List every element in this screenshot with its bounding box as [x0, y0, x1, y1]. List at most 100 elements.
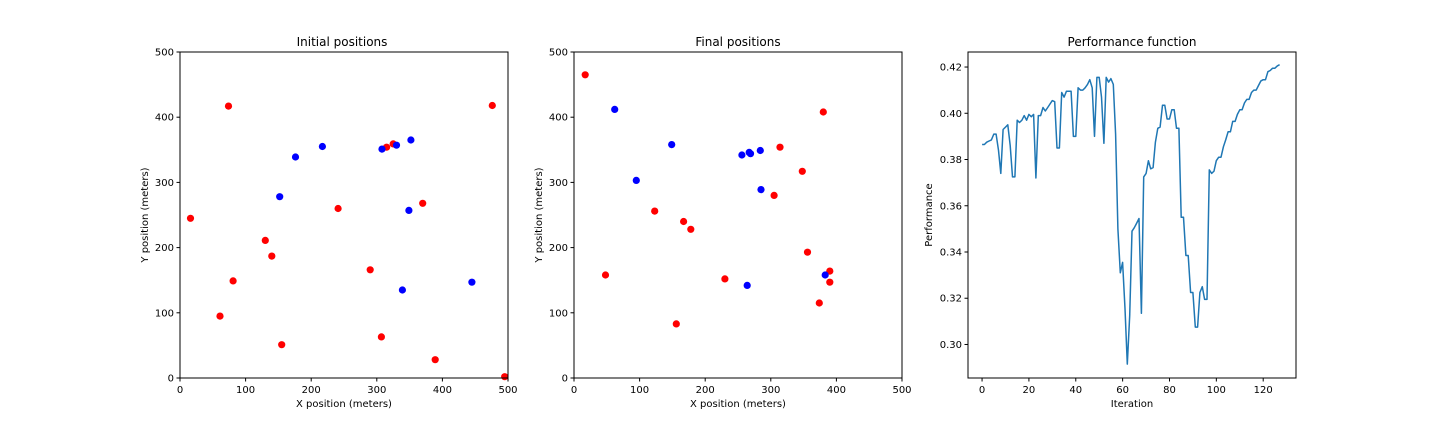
x-axis-label: Iteration: [1111, 399, 1153, 410]
y-axis-label: Performance: [924, 183, 935, 246]
y-tick-label: 0.42: [940, 63, 962, 74]
y-tick-label: 0.40: [940, 109, 962, 120]
series-line-0: [982, 64, 1280, 365]
y-tick-label: 500: [549, 48, 568, 59]
y-tick-label: 300: [549, 178, 568, 189]
y-axis-label: Y position (meters): [534, 167, 545, 263]
y-tick-label: 300: [155, 178, 174, 189]
x-tick-label: 0: [177, 385, 183, 396]
scatter-point-1-7: [398, 286, 406, 294]
scatter-point-0-4: [680, 217, 688, 226]
chart-panel-initial-positions: Initial positions X position (meters) Y …: [140, 35, 518, 410]
scatter-point-0-3: [672, 320, 680, 328]
y-tick-label: 0: [562, 374, 568, 385]
scatter-point-0-7: [770, 191, 778, 199]
scatter-point-0-7: [334, 204, 342, 213]
x-tick-label: 100: [1207, 385, 1226, 396]
scatter-point-1-0: [276, 193, 284, 201]
x-tick-label: 500: [892, 385, 911, 396]
scatter-point-0-14: [488, 101, 496, 110]
scatter-point-0-5: [687, 225, 695, 233]
y-tick-label: 0.38: [940, 155, 962, 166]
scatter-point-0-2: [651, 207, 659, 215]
scatter-point-0-12: [815, 299, 823, 307]
x-tick-label: 100: [236, 385, 255, 396]
scatter-point-0-0: [581, 71, 589, 79]
scatter-point-1-2: [318, 142, 326, 151]
scatter-point-0-9: [798, 167, 806, 175]
x-tick-label: 400: [827, 385, 846, 396]
x-tick-label: 0: [979, 385, 985, 396]
x-axis-label: X position (meters): [296, 399, 392, 410]
scatter-point-1-7: [757, 186, 765, 194]
y-tick-label: 0.36: [940, 201, 962, 212]
scatter-point-1-6: [756, 146, 764, 155]
x-tick-label: 100: [630, 385, 649, 396]
scatter-point-0-8: [776, 143, 784, 151]
y-tick-label: 0.32: [940, 294, 962, 305]
y-tick-label: 200: [155, 243, 174, 254]
x-tick-label: 500: [498, 385, 517, 396]
x-tick-label: 300: [367, 385, 386, 396]
plot-area-frame: [967, 51, 1297, 379]
y-axis-label: Y position (meters): [140, 167, 151, 263]
scatter-point-1-8: [743, 281, 751, 289]
scatter-point-1-1: [632, 176, 640, 184]
scatter-point-1-8: [468, 278, 476, 286]
chart-title: Performance function: [1068, 35, 1197, 49]
y-tick-label: 100: [155, 308, 174, 319]
chart-title: Initial positions: [297, 35, 388, 49]
scatter-point-1-5: [746, 150, 755, 158]
scatter-point-0-13: [431, 356, 439, 364]
scatter-point-1-5: [407, 136, 415, 144]
scatter-point-0-4: [261, 236, 269, 244]
x-tick-label: 200: [302, 385, 321, 396]
scatter-point-0-12: [419, 199, 427, 207]
y-tick-label: 400: [155, 113, 174, 124]
scatter-point-1-9: [821, 271, 829, 279]
x-tick-label: 20: [1023, 385, 1036, 396]
y-tick-label: 0: [168, 374, 174, 385]
scatter-point-0-9: [377, 333, 385, 341]
scatter-point-1-1: [291, 153, 300, 161]
y-tick-label: 100: [549, 308, 568, 319]
chart-panel-final-positions: Final positions X position (meters) Y po…: [534, 35, 912, 410]
scatter-point-1-6: [405, 206, 413, 214]
scatter-point-0-11: [819, 108, 827, 116]
x-tick-label: 120: [1254, 385, 1273, 396]
y-tick-label: 200: [549, 243, 568, 254]
scatter-point-0-8: [366, 266, 374, 274]
scatter-point-1-3: [738, 151, 746, 159]
x-tick-label: 0: [571, 385, 577, 396]
plot-area-frame: [573, 51, 903, 379]
scatter-point-0-1: [224, 102, 233, 110]
x-axis-label: X position (meters): [690, 399, 786, 410]
chart-panel-performance-function: Performance function Iteration Performan…: [924, 35, 1297, 410]
x-tick-label: 200: [696, 385, 715, 396]
plot-area-frame: [179, 51, 509, 379]
x-tick-label: 300: [761, 385, 780, 396]
scatter-point-0-2: [229, 277, 237, 285]
scatter-point-0-10: [803, 248, 812, 256]
scatter-point-0-6: [721, 275, 729, 283]
x-tick-label: 60: [1116, 385, 1129, 396]
y-tick-label: 500: [155, 48, 174, 59]
scatter-point-1-4: [392, 141, 401, 149]
y-tick-label: 0.30: [940, 340, 962, 351]
scatter-point-1-0: [611, 105, 619, 113]
x-tick-label: 80: [1163, 385, 1176, 396]
y-tick-label: 400: [549, 113, 568, 124]
chart-title: Final positions: [695, 35, 780, 49]
y-tick-label: 0.34: [940, 247, 962, 258]
scatter-point-0-6: [278, 341, 286, 349]
scatter-point-1-2: [668, 141, 676, 149]
scatter-point-1-3: [378, 145, 386, 153]
scatter-point-0-14: [826, 278, 834, 286]
x-tick-label: 400: [433, 385, 452, 396]
scatter-point-0-3: [216, 312, 224, 320]
scatter-point-0-1: [601, 271, 610, 279]
scatter-point-0-5: [268, 252, 276, 260]
scatter-point-0-15: [501, 373, 509, 381]
scatter-point-0-0: [186, 214, 195, 222]
